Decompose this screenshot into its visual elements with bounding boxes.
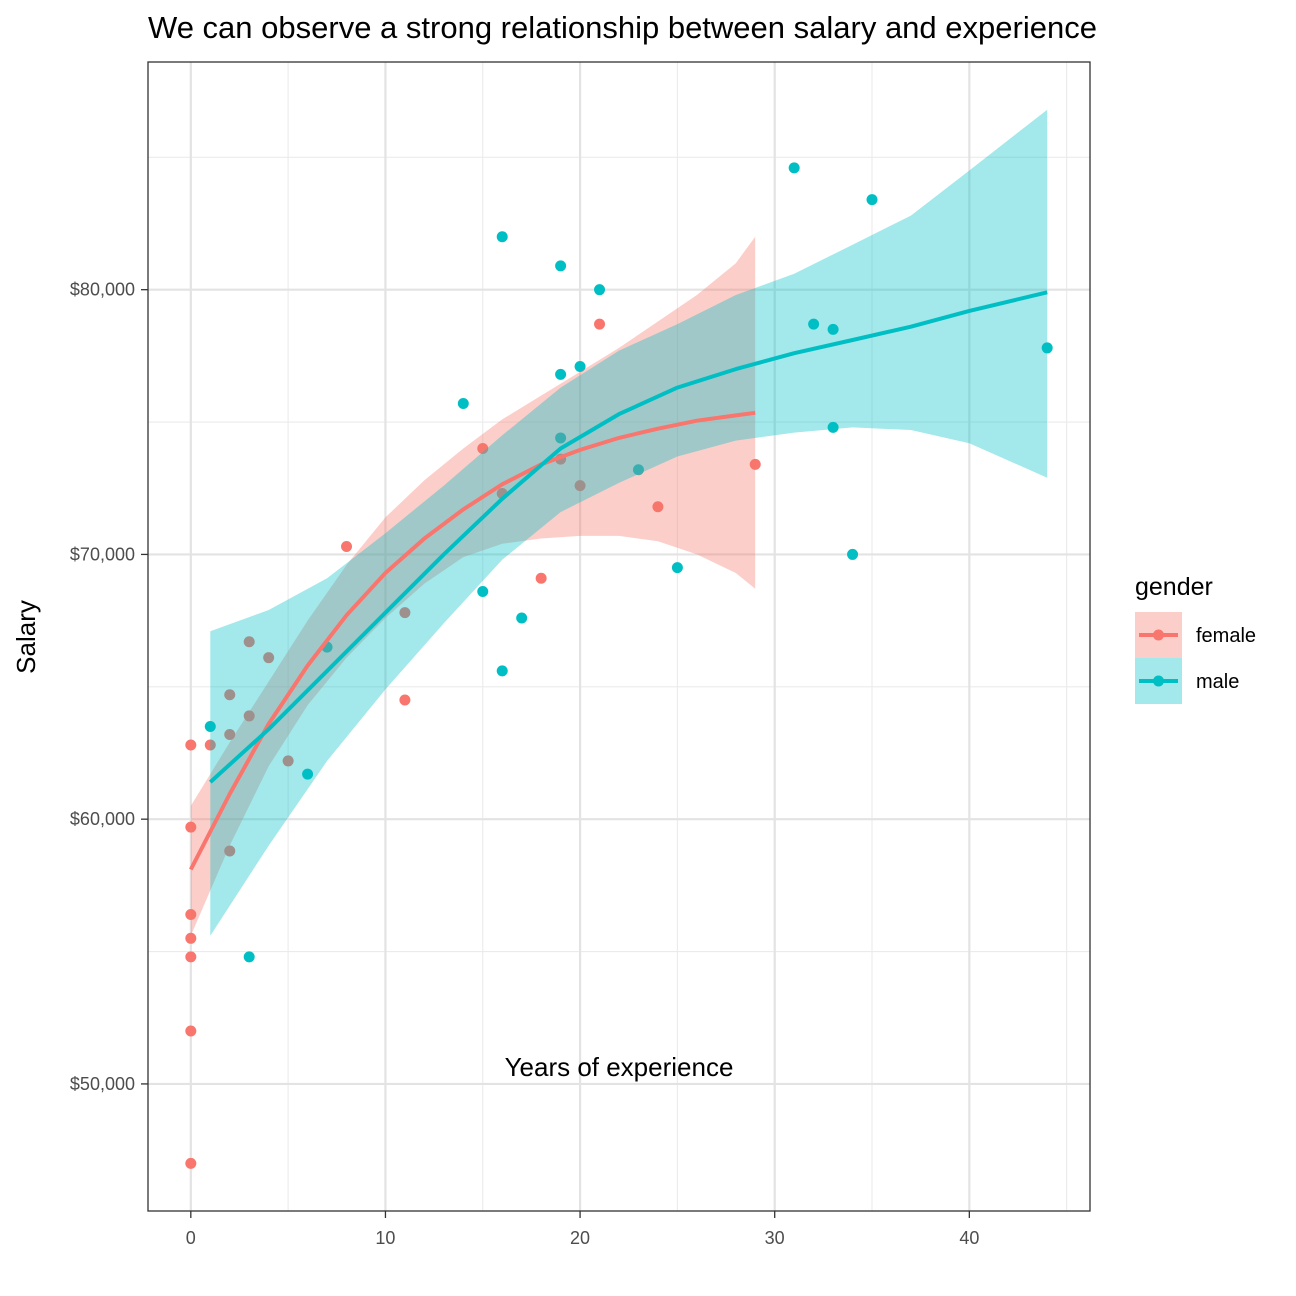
data-point-female bbox=[185, 932, 197, 944]
data-point-female bbox=[341, 540, 353, 552]
data-point-female bbox=[185, 951, 197, 963]
y-axis-label: Salary bbox=[11, 600, 41, 674]
data-point-female bbox=[477, 443, 489, 455]
data-point-female bbox=[185, 1157, 197, 1169]
chart-title: We can observe a strong relationship bet… bbox=[148, 10, 1097, 45]
data-point-female bbox=[185, 739, 197, 751]
data-point-female bbox=[243, 636, 255, 648]
x-tick-label: 20 bbox=[570, 1228, 590, 1248]
data-point-female bbox=[399, 607, 411, 619]
data-point-male bbox=[477, 585, 489, 597]
data-point-female bbox=[282, 755, 294, 767]
data-point-male bbox=[555, 368, 567, 380]
x-tick-label: 30 bbox=[765, 1228, 785, 1248]
panel-border bbox=[147, 61, 1091, 1212]
legend-label-male: male bbox=[1196, 671, 1239, 693]
data-point-male bbox=[866, 194, 878, 206]
data-point-male bbox=[555, 432, 567, 444]
data-point-female bbox=[204, 739, 216, 751]
trend-line-female bbox=[189, 410, 756, 871]
data-point-male bbox=[496, 231, 508, 243]
data-point-female bbox=[185, 821, 197, 833]
y-tick-label: $50,000 bbox=[70, 1074, 135, 1094]
panel-background bbox=[148, 62, 1090, 1211]
legend-label-female: female bbox=[1196, 625, 1256, 647]
data-point-female bbox=[749, 458, 761, 470]
y-tick-label: $60,000 bbox=[70, 809, 135, 829]
legend-title: gender bbox=[1135, 573, 1213, 601]
data-point-female bbox=[185, 908, 197, 920]
data-point-female bbox=[535, 572, 547, 584]
data-point-male bbox=[204, 721, 216, 733]
data-point-female bbox=[224, 689, 236, 701]
data-point-female bbox=[224, 845, 236, 857]
x-tick-label: 40 bbox=[959, 1228, 979, 1248]
confidence-band-male bbox=[210, 109, 1048, 936]
data-point-male bbox=[847, 548, 859, 560]
data-point-male bbox=[594, 284, 606, 296]
data-point-male bbox=[243, 951, 255, 963]
data-point-male bbox=[1041, 342, 1053, 354]
x-axis-label: Years of experience bbox=[505, 1052, 734, 1082]
data-point-male bbox=[827, 421, 839, 433]
data-point-female bbox=[594, 318, 606, 330]
data-point-male bbox=[788, 162, 800, 174]
data-point-male bbox=[574, 360, 586, 372]
data-point-male bbox=[555, 260, 567, 272]
plot-panel bbox=[147, 61, 1091, 1212]
data-point-female bbox=[185, 1025, 197, 1037]
y-tick-label: $80,000 bbox=[70, 280, 135, 300]
data-point-male bbox=[516, 612, 528, 624]
data-point-male bbox=[671, 562, 683, 574]
data-point-male bbox=[302, 768, 314, 780]
y-tick-label: $70,000 bbox=[70, 544, 135, 564]
data-point-female bbox=[263, 652, 275, 664]
axes: 0 10 20 30 40 $50,000 $60,000 $70,000 $80,000 bbox=[70, 280, 979, 1248]
x-tick-label: 10 bbox=[375, 1228, 395, 1248]
confidence-band-female bbox=[190, 236, 756, 936]
legend-dot-male bbox=[1153, 675, 1164, 687]
data-point-female bbox=[224, 728, 236, 740]
data-point-female bbox=[574, 480, 586, 492]
data-point-male bbox=[827, 323, 839, 335]
x-tick-label: 0 bbox=[186, 1228, 196, 1248]
legend: gender female male bbox=[1135, 573, 1256, 704]
trend-line-male bbox=[208, 290, 1048, 784]
legend-dot-female bbox=[1153, 629, 1164, 641]
data-point-male bbox=[632, 464, 644, 476]
data-point-female bbox=[243, 710, 255, 722]
data-point-female bbox=[652, 501, 664, 513]
data-point-male bbox=[457, 398, 469, 410]
data-point-male bbox=[496, 665, 508, 677]
data-point-male bbox=[808, 318, 820, 330]
data-point-female bbox=[399, 694, 411, 706]
